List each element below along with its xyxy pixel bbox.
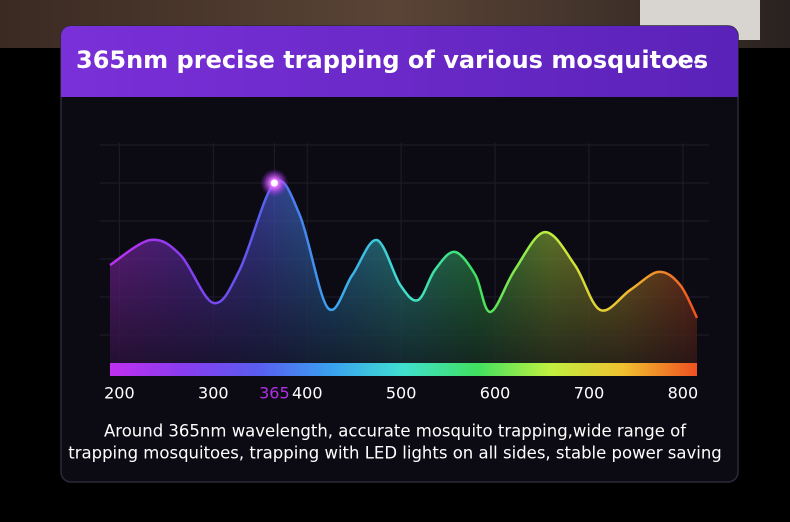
x-tick-label: 200: [104, 384, 135, 403]
x-tick-label: 400: [292, 384, 323, 403]
x-tick-label: 600: [480, 384, 511, 403]
x-tick-label: 700: [574, 384, 605, 403]
line: [109, 179, 699, 319]
x-tick-label: 365: [259, 384, 290, 403]
description-line: Around 365nm wavelength, accurate mosqui…: [104, 422, 687, 441]
highlight-dot: [270, 179, 278, 187]
plot: [109, 169, 699, 363]
description-line: trapping mosquitoes, trapping with LED l…: [68, 444, 722, 463]
x-tick-label: 300: [198, 384, 229, 403]
chart-title: 365nm precise trapping of various mosqui…: [76, 46, 708, 74]
x-tick-label: 800: [668, 384, 699, 403]
x-axis: 200 300 365 400 500 600 700 800: [104, 384, 698, 403]
more-dots: [674, 60, 698, 64]
card-header: [61, 26, 738, 97]
spectrum-bar: [110, 363, 697, 376]
x-tick-label: 500: [386, 384, 417, 403]
